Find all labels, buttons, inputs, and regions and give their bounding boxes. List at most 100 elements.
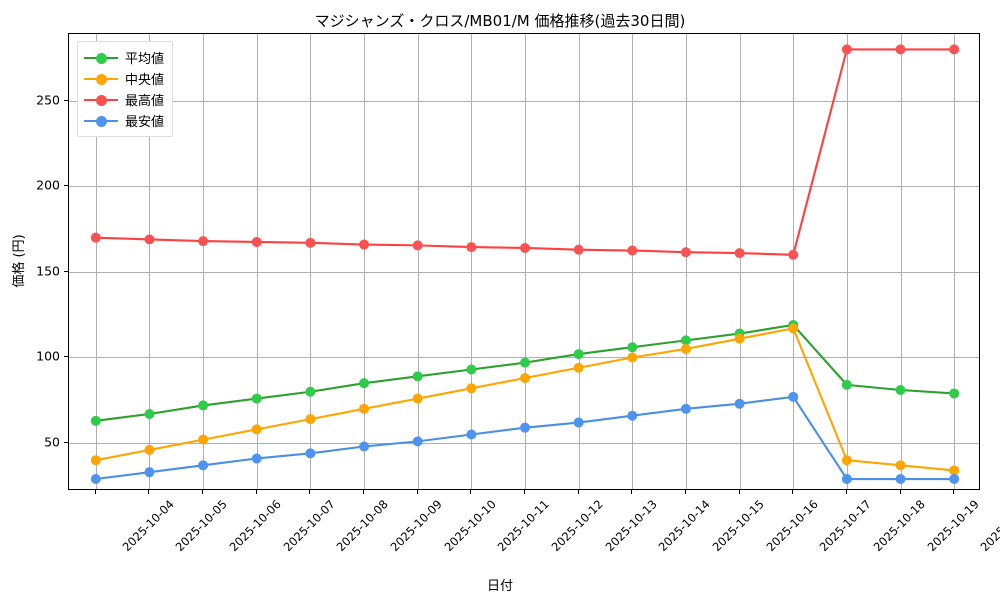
legend-item-2[interactable]: 中央値 [84,68,164,89]
data-point-marker [466,242,477,253]
data-point-marker [90,232,101,243]
y-tick-mark [64,99,68,101]
x-tick-mark [953,490,955,494]
data-point-marker [895,474,906,485]
data-point-marker [144,408,155,419]
legend-label: 中央値 [125,73,165,88]
data-point-marker [949,474,960,485]
data-point-marker [680,343,691,354]
data-point-marker [90,455,101,466]
data-point-marker [841,379,852,390]
data-point-marker [680,403,691,414]
x-tick-label: 2025-10-04 [119,497,177,555]
data-point-marker [573,244,584,255]
series-line [94,48,956,256]
page-title: マジシャンズ・クロス/MB01/M 価格推移(過去30日間) [314,12,686,30]
plot-area [68,33,980,490]
y-tick-label: 250 [36,92,60,108]
data-point-marker [251,393,262,404]
data-point-marker [734,398,745,409]
gridline-vertical [685,34,687,489]
data-point-marker [198,434,209,445]
x-tick-mark [792,490,794,494]
gridline-vertical [846,34,848,489]
x-tick-label: 2025-10-14 [655,497,714,555]
gridline-vertical [417,34,419,489]
x-tick-label: 2025-10-16 [763,497,821,555]
data-point-marker [788,323,799,334]
data-point-marker [198,400,209,411]
data-point-marker [144,234,155,245]
gridline-vertical [203,34,205,489]
series-2 [90,323,960,476]
data-point-marker [788,249,799,260]
data-point-marker [412,393,423,404]
data-point-marker [895,460,906,471]
data-point-marker [305,414,316,425]
data-point-marker [949,44,960,55]
gridline-vertical [525,34,526,489]
data-point-marker [895,44,906,55]
data-point-marker [734,333,745,344]
gridline-vertical [364,34,366,489]
legend-item-4[interactable]: 最安値 [84,110,164,131]
data-point-marker [359,239,370,250]
data-point-marker [520,373,530,384]
y-tick-mark [64,356,68,358]
data-point-marker [680,335,691,346]
x-tick-label: 2025-10-05 [173,497,231,555]
data-point-marker [520,357,530,368]
data-point-marker [412,240,423,251]
x-tick-label: 2025-10-09 [387,497,445,555]
data-point-marker [841,455,852,466]
data-point-marker [573,362,584,373]
data-point-marker [305,386,316,397]
data-point-marker [412,436,423,447]
y-tick-label: 150 [36,263,60,279]
x-axis-label: 日付 [486,579,513,594]
y-tick-mark [64,185,68,187]
data-point-marker [359,441,370,452]
x-tick-label: 2025-10-11 [494,497,553,555]
data-point-marker [90,415,101,426]
x-tick-label: 2025-10-13 [602,497,660,555]
data-point-marker [251,424,262,435]
y-axis-label: 価格 (円) [12,234,27,288]
legend-item-1[interactable]: 平均値 [84,47,164,68]
series-1 [90,319,960,426]
y-tick-mark [64,442,68,444]
legend-label: 平均値 [125,52,165,67]
series-plot [90,44,960,485]
gridline-vertical [632,34,634,489]
data-point-marker [520,242,530,253]
x-tick-label: 2025-10-12 [548,497,606,555]
data-point-marker [788,391,799,402]
gridline-vertical [95,34,97,489]
x-tick-mark [148,490,150,494]
data-point-marker [144,467,155,478]
x-tick-mark [309,490,311,494]
legend-label: 最安値 [125,115,165,130]
legend-line-marker-icon [84,72,118,86]
gridline-vertical [793,34,795,489]
data-point-marker [680,247,691,258]
data-point-marker [734,248,745,259]
x-tick-mark [738,490,740,494]
x-tick-label: 2025-10-15 [709,497,767,555]
legend-item-3[interactable]: 最高値 [84,89,164,110]
x-tick-mark [684,490,686,494]
data-point-marker [412,371,423,382]
data-point-marker [198,236,209,247]
y-tick-label: 50 [44,434,60,450]
gridline-horizontal [69,100,979,102]
series-3 [90,44,960,260]
legend-line-marker-icon [84,114,118,128]
x-tick-label: 2025-10-08 [333,497,392,555]
data-point-marker [198,460,209,471]
x-tick-label: 2025-10-06 [226,497,284,555]
x-tick-mark [845,490,847,494]
gridline-vertical [739,34,741,489]
data-point-marker [466,429,477,440]
x-tick-mark [94,490,96,494]
gridline-vertical [900,34,902,489]
